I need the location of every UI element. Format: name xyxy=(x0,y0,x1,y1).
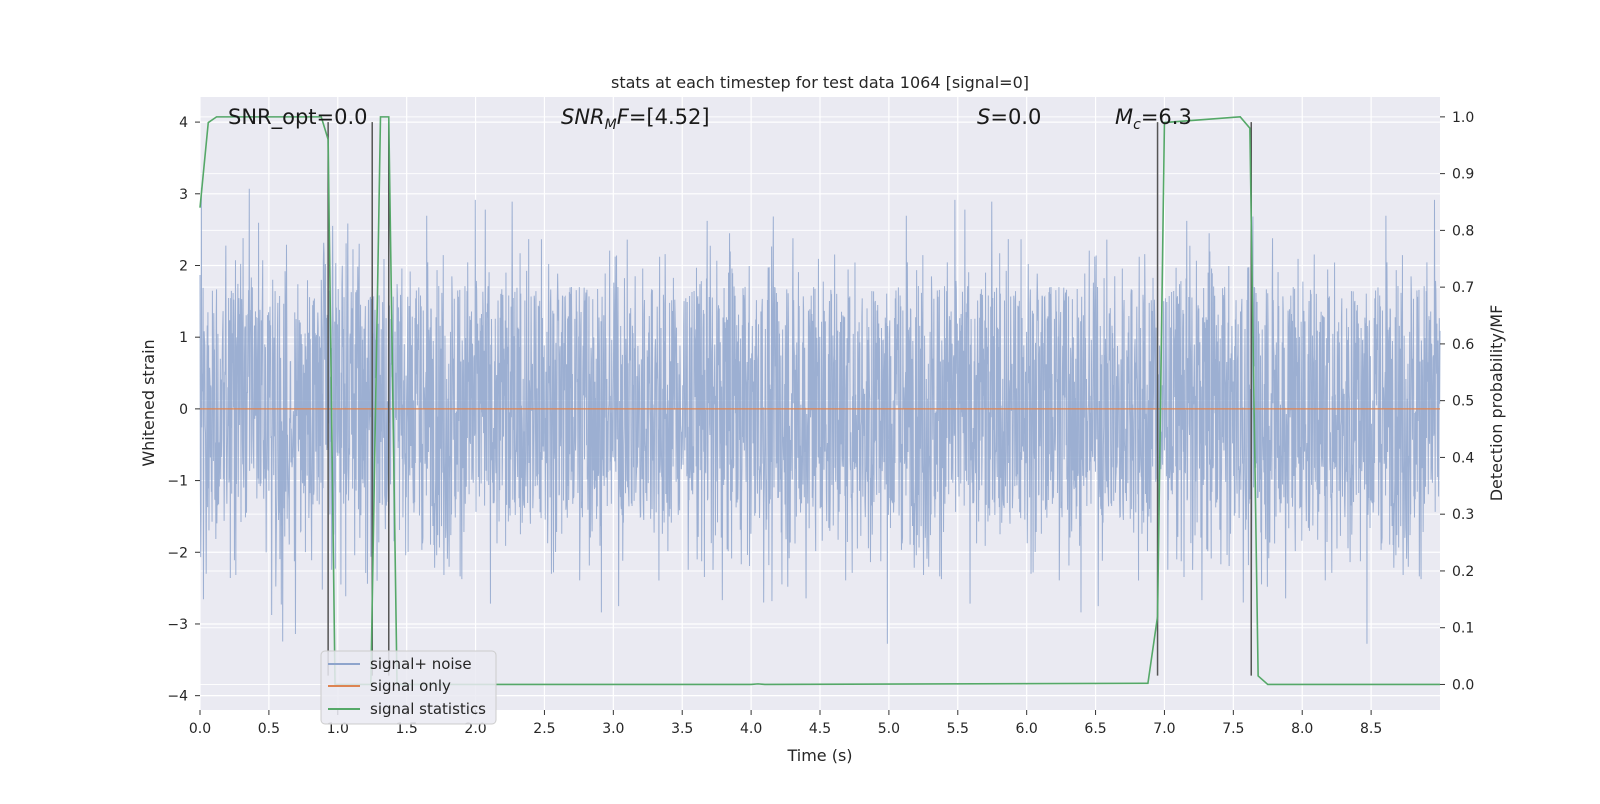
right-y-tick-label: 0.7 xyxy=(1452,280,1474,296)
y-tick-label: −4 xyxy=(167,689,188,705)
annotations: SNR_opt=0.0 SNRMF=[4.52] S=0.0 Mc=6.3 xyxy=(228,105,1192,133)
right-y-tick-label: 0.6 xyxy=(1452,337,1474,353)
x-tick-label: 3.5 xyxy=(671,721,693,737)
x-axis-label: Time (s) xyxy=(786,746,852,765)
left-y-axis-label: Whitened strain xyxy=(139,339,158,466)
x-tick-label: 1.0 xyxy=(327,721,349,737)
x-tick-label: 1.5 xyxy=(396,721,418,737)
legend-label: signal+ noise xyxy=(370,655,472,673)
y-tick-label: 4 xyxy=(179,115,188,131)
y-tick-label: −2 xyxy=(167,545,188,561)
legend-label: signal statistics xyxy=(370,700,486,718)
legend: signal+ noise signal only signal statist… xyxy=(320,650,497,725)
annotation-snr-opt: SNR_opt=0.0 xyxy=(228,105,368,130)
right-y-axis-label: Detection probability/MF xyxy=(1487,305,1506,502)
y-tick-label: −3 xyxy=(167,617,188,633)
legend-item-signal-noise: signal+ noise xyxy=(328,655,472,673)
x-tick-label: 3.0 xyxy=(602,721,624,737)
x-tick-label: 5.5 xyxy=(947,721,969,737)
x-tick-label: 6.5 xyxy=(1084,721,1106,737)
x-tick-label: 8.5 xyxy=(1360,721,1382,737)
x-tick-label: 0.0 xyxy=(189,721,211,737)
right-y-tick-label: 0.3 xyxy=(1452,507,1474,523)
chart-title: stats at each timestep for test data 106… xyxy=(611,73,1029,92)
x-tick-label: 2.5 xyxy=(533,721,555,737)
legend-box xyxy=(320,650,497,725)
x-tick-label: 7.5 xyxy=(1222,721,1244,737)
y-tick-label: 1 xyxy=(179,330,188,346)
right-y-tick-label: 0.9 xyxy=(1452,167,1474,183)
annotation-snr-mf: SNRMF=[4.52] xyxy=(561,105,710,133)
x-tick-label: 4.5 xyxy=(809,721,831,737)
x-tick-label: 5.0 xyxy=(878,721,900,737)
right-y-tick-label: 0.8 xyxy=(1452,223,1474,239)
right-y-tick-label: 1.0 xyxy=(1452,110,1474,126)
annotation-mc: Mc=6.3 xyxy=(1115,105,1192,133)
x-tick-label: 6.0 xyxy=(1016,721,1038,737)
right-y-tick-label: 0.2 xyxy=(1452,564,1474,580)
right-y-tick-label: 0.5 xyxy=(1452,394,1474,410)
left-y-axis-ticks: −4 −3 −2 −1 0 1 2 3 4 xyxy=(167,115,200,705)
right-y-tick-label: 0.4 xyxy=(1452,450,1474,466)
signal-noise-series xyxy=(199,187,1441,644)
x-tick-label: 4.0 xyxy=(740,721,762,737)
signal-statistics-series xyxy=(199,116,1440,686)
legend-label: signal only xyxy=(370,677,451,695)
y-tick-label: −1 xyxy=(167,474,188,490)
x-tick-label: 2.0 xyxy=(464,721,486,737)
y-tick-label: 2 xyxy=(179,258,188,274)
right-y-axis-ticks: 0.0 0.1 0.2 0.3 0.4 0.5 0.6 0.7 0.8 0.9 1.0 xyxy=(1440,110,1474,693)
x-tick-label: 0.5 xyxy=(258,721,280,737)
right-y-tick-label: 0.0 xyxy=(1452,677,1474,693)
legend-item-signal-statistics: signal statistics xyxy=(328,700,486,718)
x-tick-label: 8.0 xyxy=(1291,721,1313,737)
legend-item-signal-only: signal only xyxy=(328,677,451,695)
signal-noise-line xyxy=(199,187,1441,644)
x-axis-ticks: 0.0 0.5 1.0 1.5 2.0 2.5 3.0 3.5 4.0 4.5 5.0 5.5 6.0 6… xyxy=(189,710,1382,737)
x-tick-label: 7.0 xyxy=(1153,721,1175,737)
y-tick-label: 3 xyxy=(179,187,188,203)
annotation-s: S=0.0 xyxy=(977,105,1041,129)
right-y-tick-label: 0.1 xyxy=(1452,621,1474,637)
y-tick-label: 0 xyxy=(179,402,188,418)
